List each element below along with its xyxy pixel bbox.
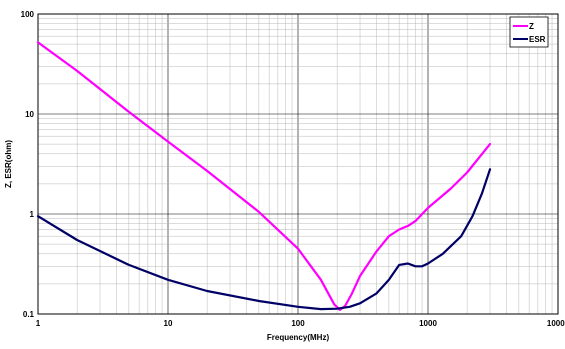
x-tick-label: 10 bbox=[164, 319, 173, 328]
y-tick-label: 0.1 bbox=[23, 310, 35, 319]
series-line-esr bbox=[36, 168, 492, 311]
x-tick-label: 1 bbox=[36, 319, 41, 328]
y-tick-label: 1 bbox=[30, 210, 35, 219]
x-axis-title: Frequency(MHz) bbox=[267, 333, 330, 342]
y-tick-label: 10 bbox=[25, 110, 34, 119]
y-tick-label: 100 bbox=[21, 10, 35, 19]
grid bbox=[37, 14, 558, 315]
tick-labels: 1101001000100001001010.1 bbox=[21, 10, 565, 328]
legend-label-esr: ESR bbox=[529, 35, 546, 44]
plot-frame bbox=[37, 13, 559, 315]
legend-box bbox=[509, 16, 549, 48]
x-tick-label: 100 bbox=[291, 319, 305, 328]
legend-label-z: Z bbox=[529, 22, 534, 31]
series-line-z bbox=[36, 41, 492, 311]
x-tick-label: 1000 bbox=[419, 319, 437, 328]
legend: Z ESR bbox=[509, 16, 549, 48]
y-axis-title: Z, ESR(ohm) bbox=[4, 140, 13, 188]
series-lines bbox=[36, 41, 492, 311]
x-tick-label: 10000 bbox=[547, 319, 565, 328]
